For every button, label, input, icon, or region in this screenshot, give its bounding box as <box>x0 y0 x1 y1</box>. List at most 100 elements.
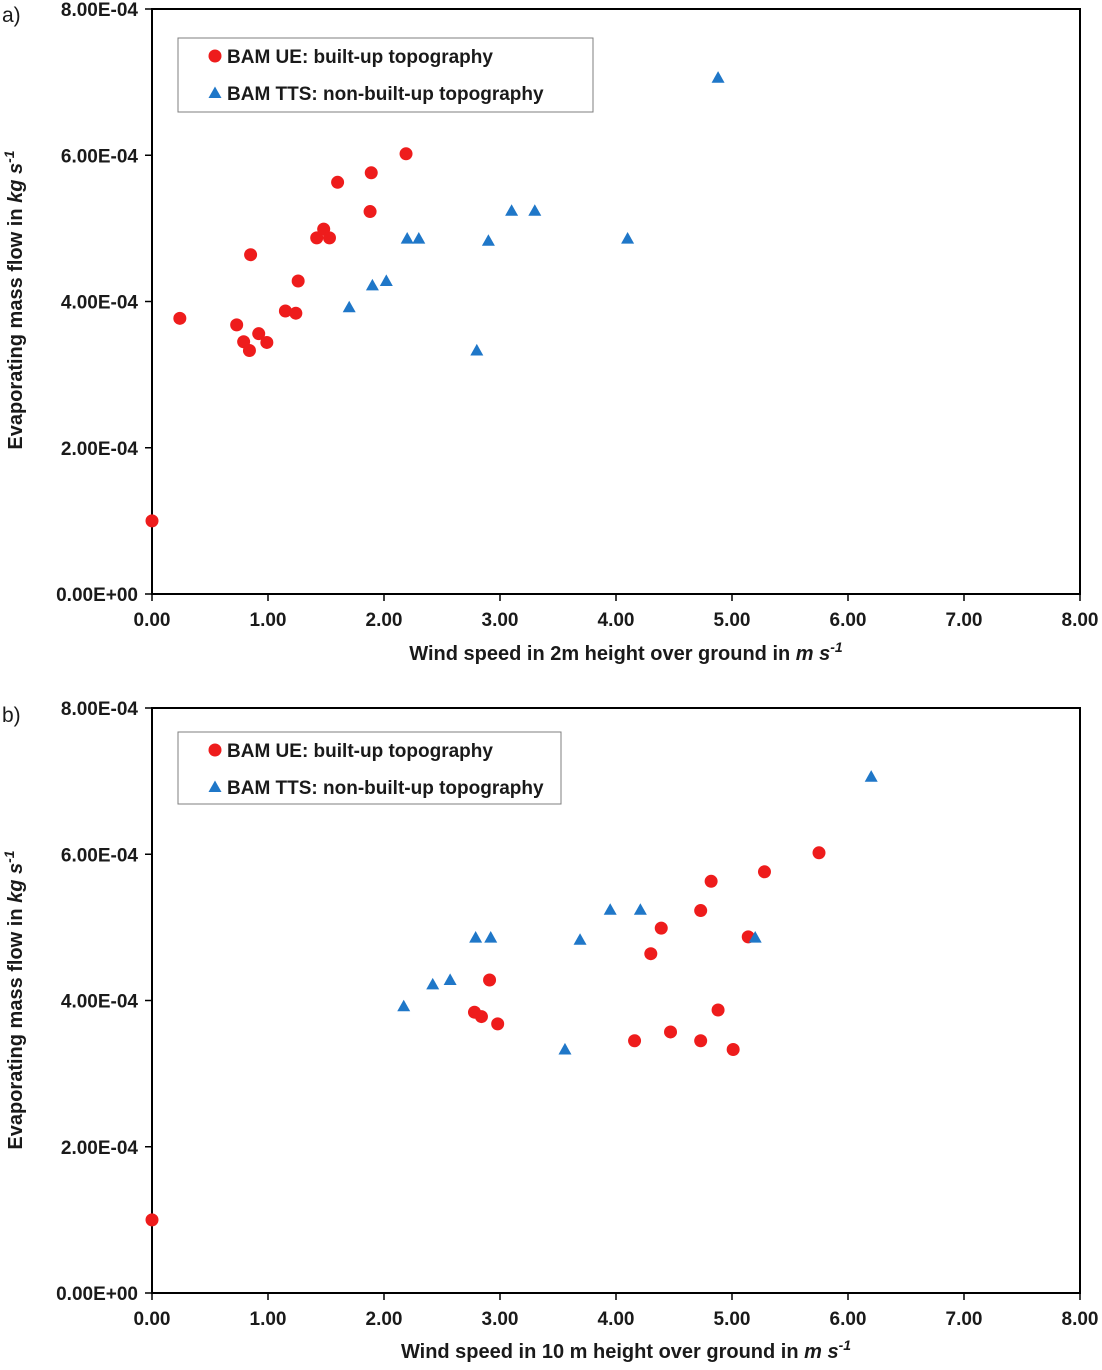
y-axis-label: Evaporating mass flow in kg s-1 <box>1 850 27 1149</box>
series-2 <box>397 770 878 1055</box>
chart-panel-2: b) 0.00 1.00 2.00 3.00 4.00 5.00 6.00 7.00 8.00 0.… <box>1 699 1098 1363</box>
legend-box <box>177 37 594 113</box>
data-point <box>322 231 336 245</box>
data-point <box>310 231 324 245</box>
data-point <box>145 514 159 528</box>
data-point <box>481 234 495 246</box>
data-point <box>145 1213 159 1227</box>
legend-marker <box>208 780 222 792</box>
data-point <box>726 1042 740 1056</box>
legend-box <box>177 731 562 805</box>
series-1 <box>145 846 826 1227</box>
data-point <box>711 1003 725 1017</box>
data-point <box>474 1010 488 1024</box>
data-point <box>484 931 498 943</box>
x-tick-label: 0.00 <box>134 1309 171 1330</box>
x-axis-label: Wind speed in 2m height over ground in m… <box>409 639 843 665</box>
legend-entry: BAM UE: built-up topography <box>227 47 493 68</box>
data-point <box>379 274 393 286</box>
y-tick-label: 0.00E+00 <box>56 1284 138 1305</box>
data-point <box>230 318 244 332</box>
y-tick-label: 4.00E-04 <box>61 293 139 314</box>
y-tick-label: 0.00E+00 <box>56 585 138 606</box>
data-point <box>291 274 305 288</box>
legend: BAM UE: built-up topography BAM TTS: non-… <box>177 731 562 805</box>
data-point <box>289 306 303 320</box>
x-tick-label: 3.00 <box>482 1309 519 1330</box>
y-tick-label: 8.00E-04 <box>61 699 139 720</box>
legend-entry: BAM TTS: non-built-up topography <box>227 84 544 105</box>
x-axis-label: Wind speed in 10 m height over ground in… <box>401 1337 851 1363</box>
data-point <box>654 921 668 935</box>
data-point <box>757 865 771 879</box>
data-point <box>528 204 542 216</box>
data-point <box>694 904 708 918</box>
data-point <box>443 973 457 985</box>
data-point <box>864 770 878 782</box>
legend-marker <box>208 86 222 98</box>
x-tick-label: 4.00 <box>598 1309 635 1330</box>
x-tick-label: 0.00 <box>134 610 171 631</box>
y-tick-label: 2.00E-04 <box>61 439 139 460</box>
data-point <box>628 1034 642 1048</box>
panel-label: a) <box>2 4 21 27</box>
legend-entry: BAM UE: built-up topography <box>227 741 493 762</box>
data-point <box>244 248 258 262</box>
y-axis-label: Evaporating mass flow in kg s-1 <box>1 150 27 449</box>
data-point <box>558 1042 572 1055</box>
data-point <box>260 335 274 349</box>
x-tick-label: 7.00 <box>946 1309 983 1330</box>
data-point <box>252 327 266 341</box>
series-1 <box>145 147 413 528</box>
x-tick-label: 8.00 <box>1062 1309 1099 1330</box>
data-point <box>397 999 411 1012</box>
legend-entry: BAM TTS: non-built-up topography <box>227 778 544 799</box>
data-point <box>644 947 658 961</box>
data-point <box>491 1017 505 1031</box>
x-tick-label: 2.00 <box>366 1309 403 1330</box>
legend-marker <box>208 49 222 63</box>
x-tick-label: 5.00 <box>714 610 751 631</box>
data-point <box>173 311 187 325</box>
data-point <box>748 931 762 943</box>
y-tick-label: 4.00E-04 <box>61 992 139 1013</box>
x-tick-label: 4.00 <box>598 610 635 631</box>
data-point <box>469 931 483 943</box>
data-point <box>399 147 413 161</box>
data-point <box>364 166 378 180</box>
data-point <box>704 874 718 888</box>
y-tick-label: 6.00E-04 <box>61 845 139 866</box>
x-tick-label: 1.00 <box>250 1309 287 1330</box>
data-point <box>483 973 497 987</box>
x-tick-label: 5.00 <box>714 1309 751 1330</box>
y-tick-label: 2.00E-04 <box>61 1138 139 1159</box>
x-tick-label: 8.00 <box>1062 610 1099 631</box>
data-point <box>505 204 519 216</box>
x-tick-label: 6.00 <box>830 1309 867 1330</box>
data-point <box>426 977 440 990</box>
chart-panel-1: a) 0.00 1.00 2.00 3.00 4.00 5.00 6.00 7.00 8.00 0.… <box>1 0 1098 665</box>
series-2 <box>342 71 725 356</box>
data-point <box>694 1034 708 1048</box>
x-tick-label: 2.00 <box>366 610 403 631</box>
data-point <box>633 903 647 915</box>
data-point <box>412 232 426 244</box>
x-tick-label: 7.00 <box>946 610 983 631</box>
data-point <box>365 278 379 291</box>
panel-label: b) <box>2 704 21 727</box>
data-point <box>278 304 292 318</box>
data-point <box>400 232 414 244</box>
data-point <box>470 343 484 356</box>
x-tick-label: 1.00 <box>250 610 287 631</box>
x-tick-label: 3.00 <box>482 610 519 631</box>
y-tick-label: 6.00E-04 <box>61 146 139 167</box>
data-point <box>711 71 725 83</box>
data-point <box>621 232 635 244</box>
data-point <box>603 903 617 915</box>
data-point <box>342 300 356 313</box>
data-point <box>573 933 587 945</box>
x-tick-label: 6.00 <box>830 610 867 631</box>
data-point <box>363 205 377 219</box>
data-point <box>664 1025 678 1039</box>
